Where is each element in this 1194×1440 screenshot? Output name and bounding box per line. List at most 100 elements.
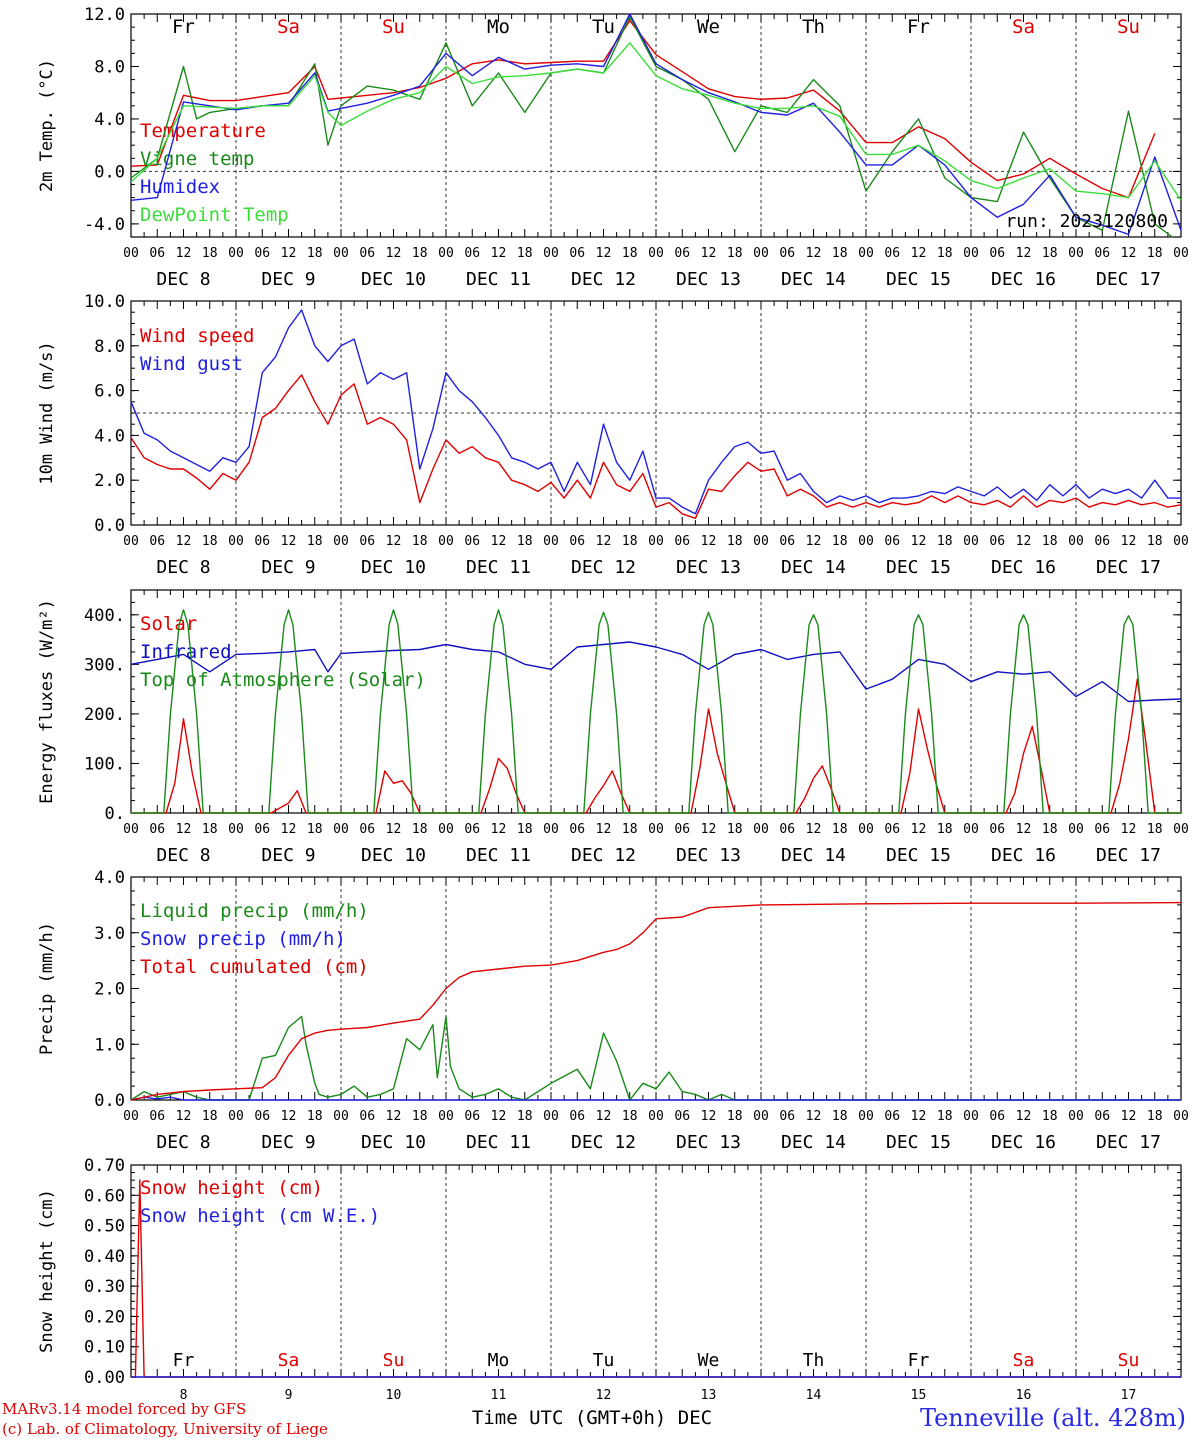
legend-entry: Liquid precip (mm/h)	[140, 900, 369, 922]
hour-tick-label: 00	[438, 246, 454, 261]
hour-tick-label: 06	[674, 1109, 690, 1124]
day-label: DEC 16	[991, 1132, 1056, 1153]
hour-tick-label: 18	[832, 534, 848, 549]
panel-1: 12.0 8.0 4.0 0.0 -4.0 2m Temp. (°C) 00 06 12 18 00…	[37, 5, 1189, 290]
hour-tick-label: 06	[359, 534, 375, 549]
series-line-top-of-atmosphere-solar-	[131, 609, 1181, 814]
weekday-label: We	[697, 16, 720, 38]
hour-tick-label: 00	[543, 534, 559, 549]
hour-tick-label: 06	[1094, 534, 1110, 549]
day-label: DEC 9	[261, 269, 315, 290]
hour-tick-label: 00	[438, 822, 454, 837]
hour-tick-label: 00	[123, 1109, 139, 1124]
lab-credit: (c) Lab. of Climatology, University of L…	[2, 1420, 328, 1438]
day-label: DEC 8	[156, 269, 210, 290]
hour-tick-label: 06	[779, 534, 795, 549]
hour-tick-label: 00	[753, 822, 769, 837]
day-label: DEC 13	[676, 557, 741, 578]
hour-tick-label: 12	[596, 246, 612, 261]
day-label: DEC 14	[781, 845, 846, 866]
weekday-label: Su	[383, 1350, 405, 1371]
hour-tick-label: 12	[281, 822, 297, 837]
legend-entry: Top of Atmosphere (Solar)	[140, 669, 426, 691]
y-tick-label: 0.40	[84, 1247, 125, 1267]
y-tick-label: 8.0	[94, 337, 125, 357]
y-tick-label: 1.0	[94, 1035, 125, 1055]
legend-entry: Infrared	[140, 641, 232, 663]
hour-tick-label: 12	[386, 246, 402, 261]
hour-tick-label: 18	[517, 534, 533, 549]
hour-tick-label: 18	[727, 1109, 743, 1124]
hour-tick-label: 18	[1042, 246, 1058, 261]
hour-tick-label: 18	[517, 822, 533, 837]
hour-tick-label: 18	[727, 534, 743, 549]
hour-tick-label: 18	[202, 534, 218, 549]
hour-tick-label: 06	[569, 246, 585, 261]
day-label: DEC 12	[571, 269, 636, 290]
hour-tick-label: 18	[1147, 822, 1163, 837]
hour-tick-label: 00	[1173, 1109, 1189, 1124]
hour-tick-label: 06	[1094, 822, 1110, 837]
hour-tick-label: 12	[806, 822, 822, 837]
hour-tick-label: 00	[648, 822, 664, 837]
hour-tick-label: 18	[1042, 534, 1058, 549]
day-label: DEC 12	[571, 845, 636, 866]
y-tick-label: 2.0	[94, 471, 125, 491]
weekday-label: Su	[1118, 1350, 1140, 1371]
hour-tick-label: 00	[543, 246, 559, 261]
day-label: DEC 10	[361, 845, 426, 866]
y-tick-label: 0.20	[84, 1307, 125, 1327]
hour-tick-label: 12	[1016, 1109, 1032, 1124]
hour-tick-label: 00	[123, 246, 139, 261]
panel-5: 0.70 0.60 0.50 0.40 0.30 0.20 0.10 0.00 Snow hei…	[37, 1156, 1182, 1388]
weekday-label: Fr	[172, 16, 195, 38]
hour-tick-label: 18	[307, 534, 323, 549]
hour-tick-label: 12	[701, 534, 717, 549]
weekday-label: Su	[1117, 16, 1140, 38]
series-line-wind-speed	[130, 374, 1182, 519]
hour-tick-label: 12	[1121, 246, 1137, 261]
y-tick-label: 100.	[84, 754, 125, 774]
hour-tick-label: 00	[963, 1109, 979, 1124]
day-number-label: 8	[180, 1388, 188, 1403]
hour-tick-label: 18	[622, 534, 638, 549]
run-annotation: run: 2023120800	[1005, 211, 1168, 232]
y-tick-label: 0.00	[84, 1368, 125, 1388]
hour-tick-label: 06	[569, 822, 585, 837]
hour-tick-label: 18	[1042, 822, 1058, 837]
hour-tick-label: 06	[779, 822, 795, 837]
hour-tick-label: 00	[648, 1109, 664, 1124]
day-label: DEC 14	[781, 1132, 846, 1153]
plot-frame	[130, 589, 1182, 814]
hour-tick-label: 00	[648, 246, 664, 261]
y-tick-label: 2.0	[94, 980, 125, 1000]
hour-tick-label: 06	[884, 534, 900, 549]
hour-tick-label: 12	[596, 534, 612, 549]
day-number-label: 10	[386, 1388, 402, 1403]
weekday-label: Mo	[487, 16, 510, 38]
day-label: DEC 15	[886, 557, 951, 578]
legend-entry: Temperature	[140, 120, 266, 142]
hour-tick-label: 06	[884, 246, 900, 261]
y-tick-label: 0.70	[84, 1156, 125, 1176]
y-tick-label: 300.	[84, 655, 125, 675]
hour-tick-label: 12	[596, 822, 612, 837]
hour-tick-label: 18	[937, 534, 953, 549]
hour-tick-label: 06	[989, 822, 1005, 837]
hour-tick-label: 12	[701, 246, 717, 261]
hour-tick-label: 18	[937, 246, 953, 261]
hour-tick-label: 18	[1147, 246, 1163, 261]
hour-tick-label: 12	[701, 822, 717, 837]
hour-tick-label: 12	[491, 246, 507, 261]
hour-tick-label: 06	[464, 246, 480, 261]
day-number-label: 14	[806, 1388, 822, 1403]
y-axis-label: Energy fluxes (W/m²)	[37, 599, 57, 804]
model-credit: MARv3.14 model forced by GFS	[2, 1400, 247, 1418]
hour-tick-label: 00	[438, 534, 454, 549]
hour-tick-label: 00	[543, 822, 559, 837]
y-tick-label: 0.60	[84, 1186, 125, 1206]
hour-tick-label: 00	[648, 534, 664, 549]
y-tick-label: 12.0	[84, 5, 125, 25]
series-line-wind-gust	[130, 309, 1181, 515]
